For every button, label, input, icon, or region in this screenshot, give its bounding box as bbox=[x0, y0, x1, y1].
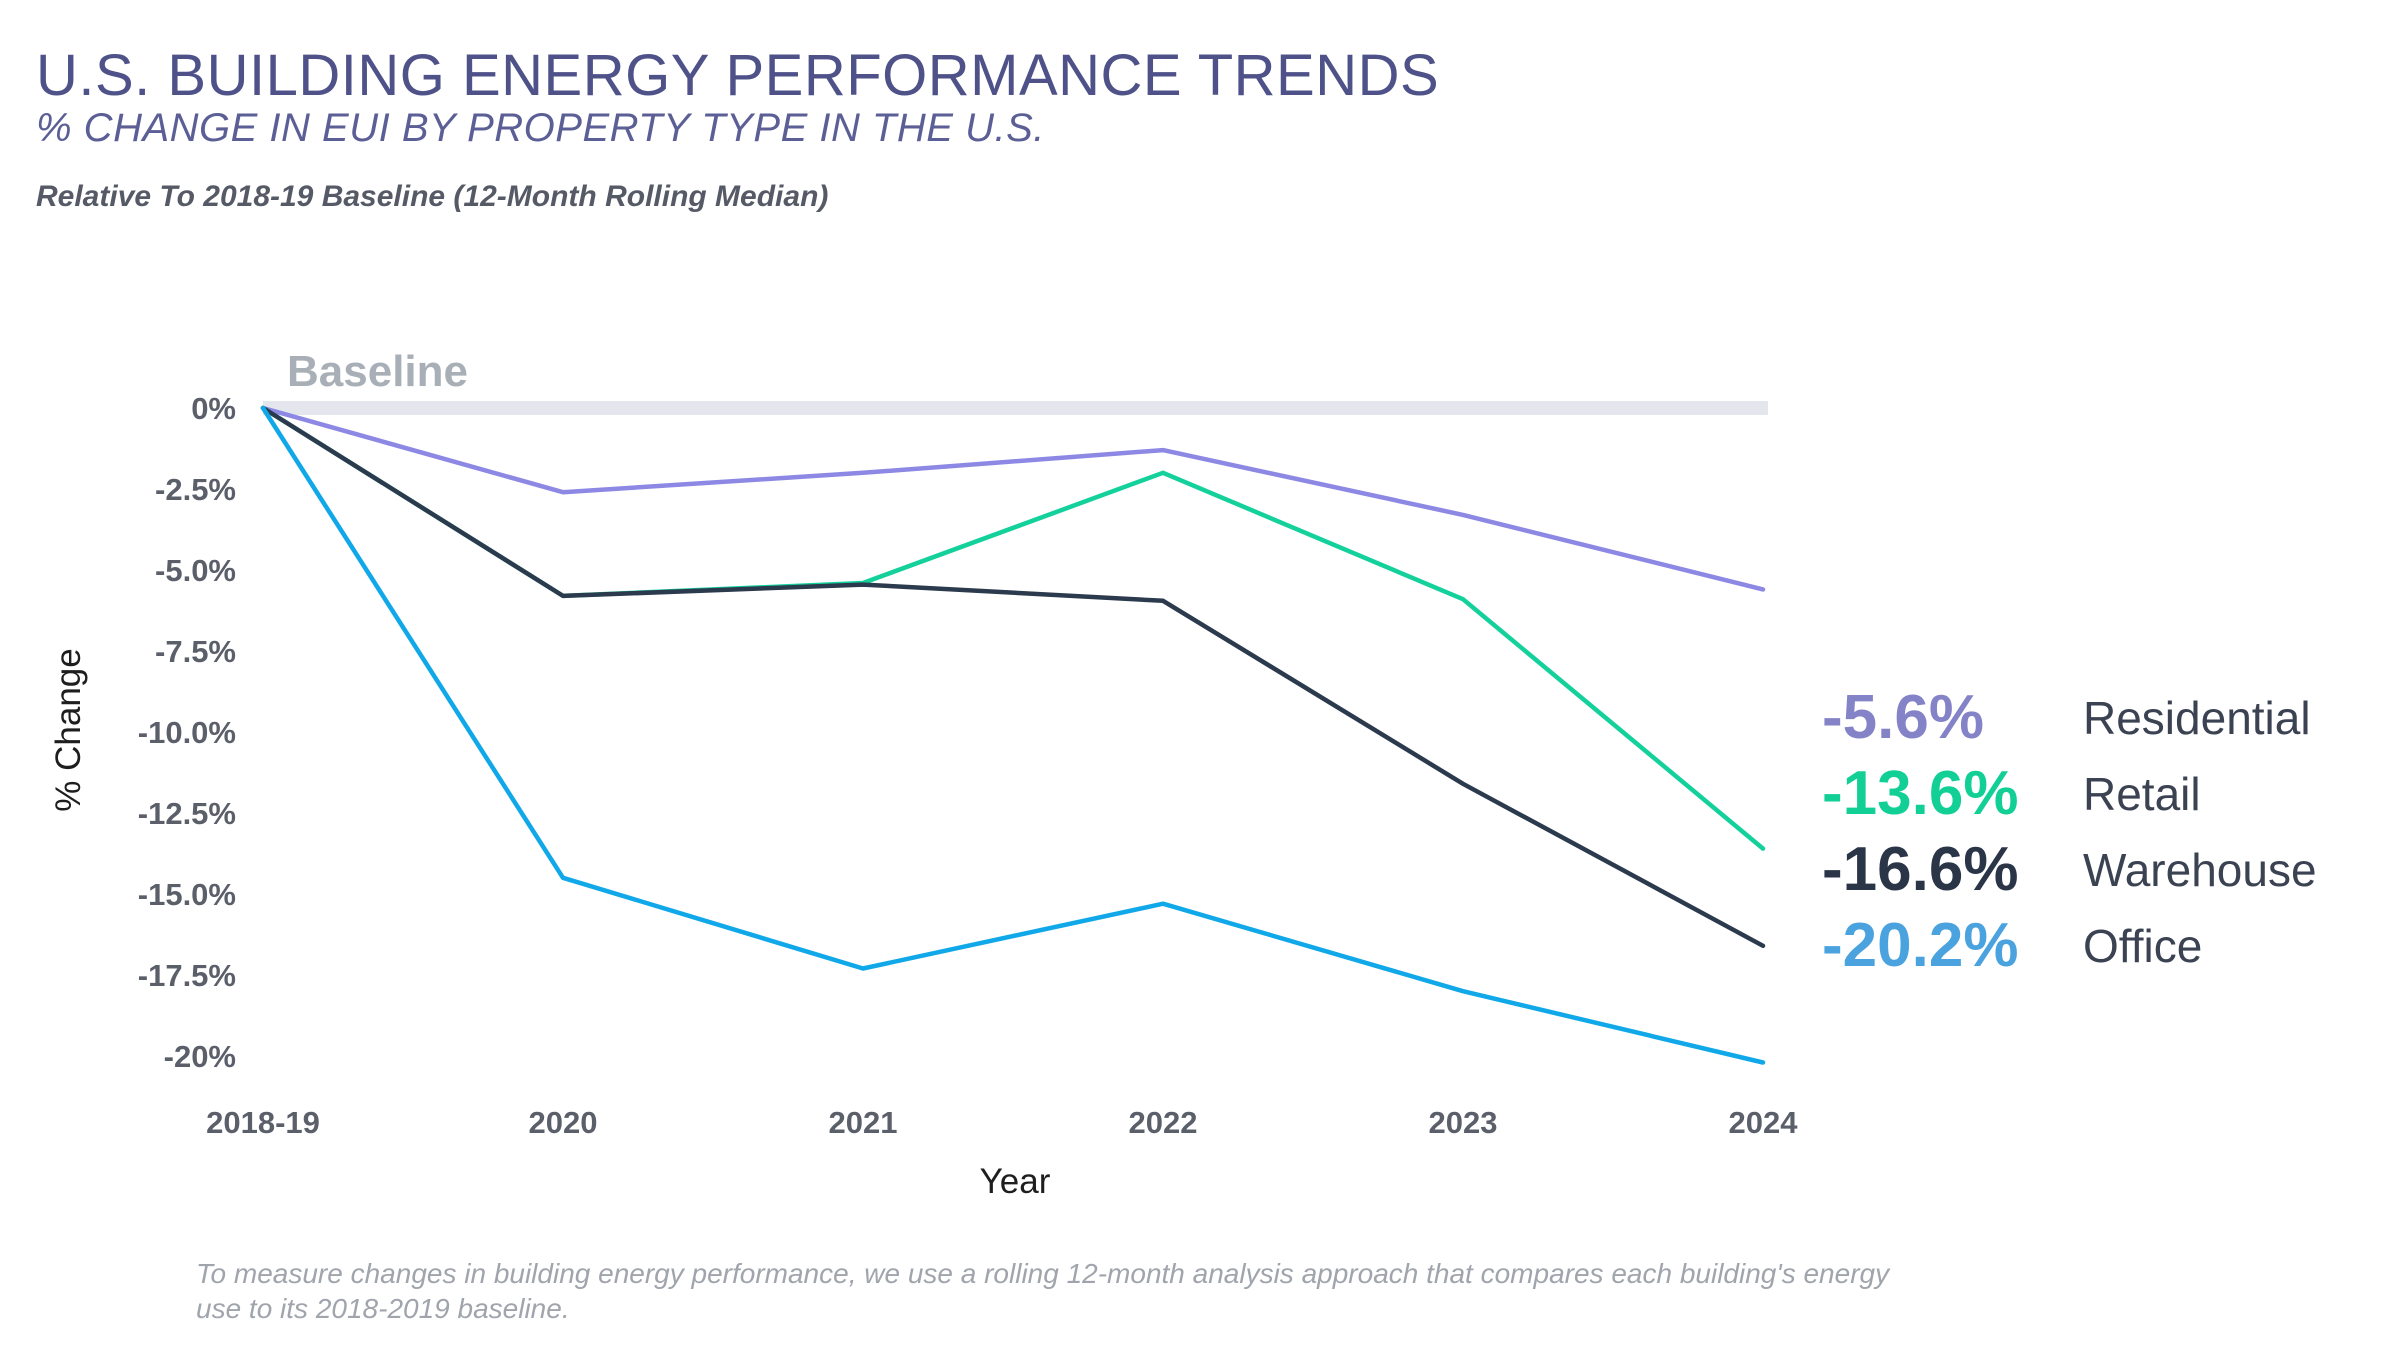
series-lines bbox=[260, 405, 1766, 1065]
y-tick-label: -2.5% bbox=[155, 472, 236, 507]
legend-name-retail: Retail bbox=[2083, 768, 2201, 820]
baseline-label: Baseline bbox=[287, 347, 468, 396]
legend-name-warehouse: Warehouse bbox=[2083, 844, 2317, 896]
x-tick-label: 2024 bbox=[1729, 1105, 1799, 1140]
x-tick-label: 2022 bbox=[1129, 1105, 1198, 1140]
y-tick-label: -5.0% bbox=[155, 553, 236, 588]
chart-title: U.S. BUILDING ENERGY PERFORMANCE TRENDS bbox=[36, 43, 1440, 108]
x-axis-ticks: 2018-19 2020 2021 2022 2023 2024 bbox=[206, 1105, 1798, 1140]
legend-name-office: Office bbox=[2083, 920, 2202, 972]
y-tick-label: -17.5% bbox=[138, 958, 236, 993]
legend-value-office: -20.2% bbox=[1822, 911, 2018, 980]
series-line-residential bbox=[260, 405, 1766, 592]
series-line-office bbox=[260, 405, 1766, 1065]
y-tick-label: -7.5% bbox=[155, 634, 236, 669]
y-axis-ticks: 0% -2.5% -5.0% -7.5% -10.0% -12.5% -15.0% -17.5… bbox=[138, 391, 236, 1074]
legend-value-residential: -5.6% bbox=[1822, 683, 1984, 752]
chart-subtitle: % CHANGE IN EUI BY PROPERTY TYPE IN THE … bbox=[36, 106, 1045, 150]
legend-value-retail: -13.6% bbox=[1822, 759, 2018, 828]
series-line-retail bbox=[260, 405, 1766, 851]
x-tick-label: 2018-19 bbox=[206, 1105, 320, 1140]
y-tick-label: -12.5% bbox=[138, 796, 236, 831]
x-axis-title: Year bbox=[980, 1162, 1051, 1201]
x-tick-label: 2020 bbox=[529, 1105, 598, 1140]
x-tick-label: 2021 bbox=[829, 1105, 898, 1140]
legend-name-residential: Residential bbox=[2083, 692, 2311, 744]
baseline-band: Baseline bbox=[263, 347, 1768, 415]
x-tick-label: 2023 bbox=[1429, 1105, 1498, 1140]
legend-value-warehouse: -16.6% bbox=[1822, 835, 2018, 904]
y-axis-title: % Change bbox=[49, 648, 88, 811]
legend: -5.6% Residential -13.6% Retail -16.6% Wareho… bbox=[1822, 683, 2317, 980]
y-tick-label: -15.0% bbox=[138, 877, 236, 912]
baseline-note: Relative To 2018-19 Baseline (12-Month R… bbox=[36, 180, 829, 213]
series-line-warehouse bbox=[260, 405, 1766, 949]
y-tick-label: -20% bbox=[164, 1039, 236, 1074]
baseline-bar bbox=[263, 401, 1768, 415]
footnote: To measure changes in building energy pe… bbox=[196, 1258, 1890, 1324]
y-tick-label: 0% bbox=[191, 391, 236, 426]
y-tick-label: -10.0% bbox=[138, 715, 236, 750]
